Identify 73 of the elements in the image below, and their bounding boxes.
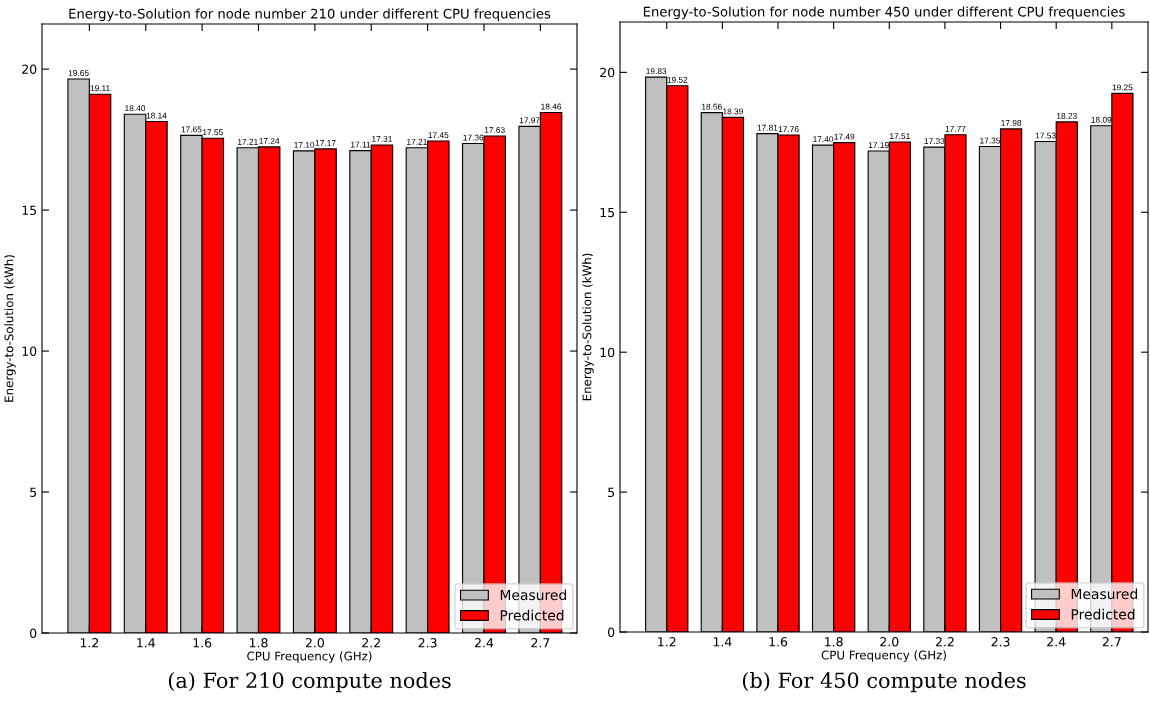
x-axis-title: CPU Frequency (GHz) — [247, 651, 372, 663]
x-tick-label: 1.2 — [658, 637, 676, 647]
data-label: 17.98 — [1001, 119, 1022, 126]
x-axis-title: CPU Frequency (GHz) — [821, 650, 946, 662]
data-label: 17.10 — [294, 141, 315, 148]
data-label: 17.51 — [890, 133, 910, 140]
x-tick-label: 1.6 — [769, 637, 788, 647]
legend-label: Predicted — [500, 609, 564, 621]
x-tick-label: 2.3 — [418, 638, 437, 648]
x-tick-label: 2.4 — [1047, 637, 1066, 647]
x-tick-label: 1.4 — [137, 638, 155, 648]
data-label: 17.31 — [372, 136, 392, 142]
data-label: 17.77 — [945, 125, 966, 132]
data-label: 17.76 — [778, 126, 799, 133]
data-label: 17.81 — [757, 124, 778, 131]
chart-title: Energy-to-Solution for node number 210 under different CPU frequencies — [69, 8, 551, 22]
data-label: 17.63 — [484, 126, 505, 133]
x-tick-label: 2.4 — [474, 638, 494, 648]
data-label: 17.11 — [351, 141, 371, 148]
data-label: 17.21 — [407, 138, 427, 145]
data-label: 17.65 — [181, 126, 202, 133]
data-label: 17.24 — [259, 137, 280, 144]
x-tick-label: 1.6 — [193, 638, 212, 648]
x-tick-label: 1.8 — [249, 638, 268, 648]
data-label: 19.83 — [646, 68, 667, 75]
data-label: 18.23 — [1056, 112, 1077, 119]
data-label: 18.46 — [541, 103, 562, 110]
x-tick-label: 1.2 — [80, 638, 99, 648]
data-label: 17.49 — [834, 133, 855, 140]
y-tick-label: 10 — [600, 347, 615, 358]
data-label: 19.11 — [90, 85, 110, 92]
data-label: 17.45 — [428, 132, 449, 138]
y-tick-label: 20 — [22, 64, 37, 75]
x-tick-label: 2.0 — [880, 637, 899, 647]
data-label: 19.25 — [1112, 84, 1133, 91]
data-label: 18.14 — [146, 112, 167, 119]
y-tick-label: 15 — [22, 205, 37, 216]
data-label: 19.65 — [68, 70, 89, 76]
y-axis-title: Energy-to-Solution (kWh) — [4, 255, 16, 402]
x-tick-label: 2.0 — [305, 638, 324, 648]
data-label: 19.52 — [667, 76, 688, 83]
data-label: 17.35 — [980, 137, 1001, 144]
chart-title: Energy-to-Solution for node number 450 under different CPU frequencies — [643, 6, 1125, 20]
x-tick-label: 2.3 — [991, 637, 1010, 647]
y-tick-label: 0 — [30, 628, 37, 638]
y-tick-label: 0 — [608, 627, 615, 637]
y-tick-label: 10 — [22, 346, 37, 356]
x-tick-label: 2.7 — [1102, 637, 1121, 647]
y-tick-label: 5 — [608, 487, 615, 498]
data-label: 17.55 — [203, 129, 223, 136]
legend-label: Predicted — [1071, 608, 1135, 620]
text: (b) For 450 compute nodes — [742, 672, 1026, 693]
y-tick-label: 20 — [600, 67, 615, 78]
x-tick-label: 1.4 — [713, 637, 732, 647]
x-tick-label: 2.2 — [362, 638, 380, 648]
y-tick-label: 5 — [30, 487, 37, 497]
legend-label: Measured — [500, 589, 567, 601]
data-label: 17.40 — [813, 136, 834, 143]
x-tick-label: 2.7 — [531, 638, 550, 648]
data-label: 18.40 — [125, 105, 146, 112]
text: (a) For 210 compute nodes — [168, 672, 451, 693]
data-label: 17.97 — [519, 117, 540, 124]
x-tick-label: 2.2 — [935, 637, 954, 647]
data-label: 18.56 — [702, 103, 722, 110]
legend-label: Measured — [1071, 588, 1138, 600]
y-tick-label: 15 — [600, 207, 615, 218]
y-axis-title: Energy-to-Solution (kWh) — [582, 253, 594, 401]
data-label: 17.21 — [237, 138, 258, 145]
data-label: 17.53 — [1035, 132, 1056, 139]
data-label: 17.17 — [315, 140, 336, 146]
data-label: 17.19 — [868, 142, 889, 148]
data-label: 18.39 — [723, 108, 743, 115]
x-tick-label: 1.8 — [825, 637, 843, 647]
